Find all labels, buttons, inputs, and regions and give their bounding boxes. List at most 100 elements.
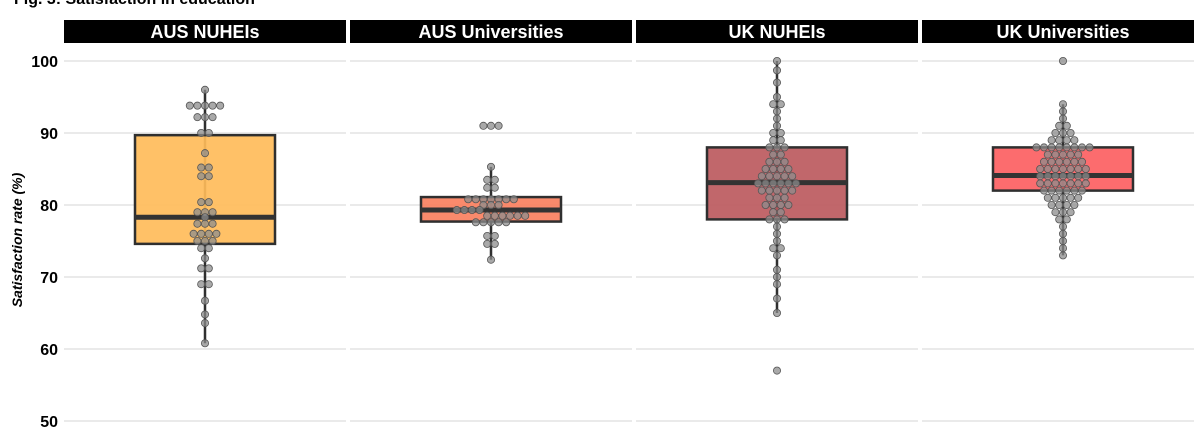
data-point [1052, 173, 1059, 180]
data-point [1056, 187, 1063, 194]
data-point [487, 163, 494, 170]
y-tick-label: 80 [40, 198, 58, 215]
data-point [773, 144, 780, 151]
data-point [773, 281, 780, 288]
data-point [1059, 252, 1066, 259]
data-point [209, 220, 216, 227]
data-point [762, 165, 769, 172]
data-point [198, 164, 205, 171]
data-point [770, 209, 777, 216]
data-point [506, 212, 513, 219]
data-point [503, 196, 510, 203]
data-point [1052, 129, 1059, 136]
data-point [1059, 151, 1066, 158]
data-point [777, 180, 784, 187]
data-point [773, 237, 780, 244]
data-point [1044, 173, 1051, 180]
data-point [773, 173, 780, 180]
data-point [1044, 194, 1051, 201]
data-point [1037, 165, 1044, 172]
data-point [773, 273, 780, 280]
data-point [1063, 187, 1070, 194]
data-point [789, 187, 796, 194]
data-point [785, 201, 792, 208]
data-point [770, 129, 777, 136]
data-point [198, 245, 205, 252]
data-point [1071, 158, 1078, 165]
data-point [194, 114, 201, 121]
data-point [1086, 144, 1093, 151]
data-point [785, 180, 792, 187]
data-point [777, 201, 784, 208]
data-point [1059, 237, 1066, 244]
data-point [476, 206, 483, 213]
data-point [773, 158, 780, 165]
data-point [762, 180, 769, 187]
data-point [1067, 194, 1074, 201]
data-point [1044, 180, 1051, 187]
data-point [785, 165, 792, 172]
data-point [472, 219, 479, 226]
data-point [770, 201, 777, 208]
data-point [201, 114, 208, 121]
data-point [1059, 173, 1066, 180]
data-point [766, 173, 773, 180]
data-point [1071, 144, 1078, 151]
data-point [1075, 180, 1082, 187]
data-point [766, 194, 773, 201]
data-point [1059, 180, 1066, 187]
data-point [762, 201, 769, 208]
data-point [1078, 144, 1085, 151]
data-point [1056, 201, 1063, 208]
data-point [1067, 173, 1074, 180]
data-point [773, 216, 780, 223]
data-point [201, 102, 208, 109]
data-point [773, 266, 780, 273]
data-point [201, 311, 208, 318]
data-point [465, 196, 472, 203]
data-point [777, 129, 784, 136]
data-point [1056, 216, 1063, 223]
data-point [510, 196, 517, 203]
data-point [781, 216, 788, 223]
data-point [1056, 122, 1063, 129]
data-point [1059, 101, 1066, 108]
data-point [1044, 151, 1051, 158]
data-point [777, 245, 784, 252]
data-point [777, 165, 784, 172]
data-point [1067, 165, 1074, 172]
data-point [1048, 158, 1055, 165]
data-point [1071, 137, 1078, 144]
data-point [1059, 245, 1066, 252]
data-point [1063, 122, 1070, 129]
data-point [499, 212, 506, 219]
data-point [480, 122, 487, 129]
data-point [1048, 201, 1055, 208]
data-point [1052, 194, 1059, 201]
data-point [773, 57, 780, 64]
data-point [1059, 129, 1066, 136]
data-point [198, 129, 205, 136]
data-point [194, 102, 201, 109]
data-point [1059, 209, 1066, 216]
data-point [491, 184, 498, 191]
data-point [777, 209, 784, 216]
data-point [766, 187, 773, 194]
data-point [1052, 180, 1059, 187]
data-point [770, 101, 777, 108]
data-point [770, 137, 777, 144]
data-point [198, 230, 205, 237]
data-point [789, 173, 796, 180]
panel-label: UK NUHEIs [728, 22, 825, 42]
data-point [1059, 57, 1066, 64]
data-point [201, 150, 208, 157]
data-point [1040, 187, 1047, 194]
data-point [495, 201, 502, 208]
data-point [766, 144, 773, 151]
data-point [1071, 187, 1078, 194]
data-point [781, 158, 788, 165]
data-point [773, 79, 780, 86]
data-point [1048, 144, 1055, 151]
panel-label: AUS Universities [418, 22, 563, 42]
